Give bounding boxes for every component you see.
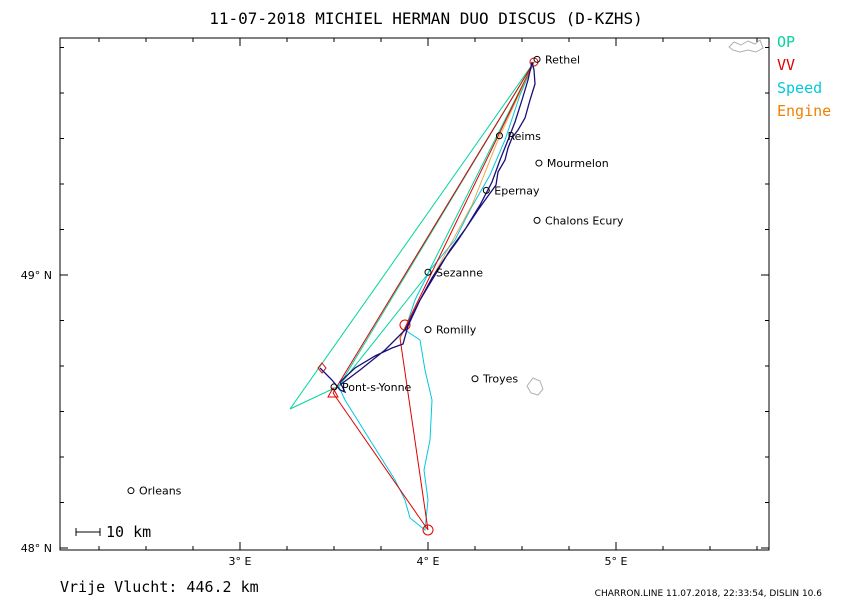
city-label: Reims — [507, 130, 541, 143]
distance-label: Vrije Vlucht: 446.2 km — [60, 578, 259, 596]
legend-item-speed: Speed — [777, 79, 822, 97]
city-marker-icon — [330, 383, 338, 391]
axis-tick-labels: 3° E 4° E 5° E 49° N 48° N — [21, 269, 628, 568]
city-marker-icon — [471, 375, 479, 383]
city-label: Mourmelon — [547, 157, 609, 170]
legend-item-op: OP — [777, 33, 795, 51]
city-romilly: Romilly — [424, 324, 477, 337]
city-reims: Reims — [495, 130, 541, 143]
border-outline — [728, 39, 764, 53]
op-route-line — [289, 61, 535, 410]
city-label: Pont-s-Yonne — [342, 381, 412, 394]
city-mourmelon: Mourmelon — [535, 157, 609, 170]
lake-outline — [526, 377, 544, 396]
y-tick-label: 49° N — [21, 269, 52, 282]
city-label: Romilly — [436, 324, 477, 337]
city-label: Rethel — [545, 53, 580, 66]
flight-track — [319, 61, 536, 394]
city-label: Chalons Ecury — [545, 214, 624, 227]
city-orleans: Orleans — [127, 485, 182, 498]
x-tick-label: 5° E — [605, 555, 628, 568]
city-epernay: Epernay — [482, 184, 540, 197]
city-marker-icon — [482, 186, 490, 194]
city-marker-icon — [535, 159, 543, 167]
x-tick-label: 4° E — [417, 555, 440, 568]
city-troyes: Troyes — [471, 373, 518, 386]
city-marker-icon — [533, 216, 541, 224]
city-marker-icon — [424, 326, 432, 334]
city-pont-s-yonne: Pont-s-Yonne — [330, 381, 412, 394]
plot-frame — [59, 37, 770, 551]
city-marker-icon — [533, 55, 541, 63]
x-tick-label: 3° E — [229, 555, 252, 568]
city-label: Epernay — [494, 184, 540, 197]
legend-item-engine: Engine — [777, 102, 831, 120]
city-label: Sezanne — [436, 266, 483, 279]
legend-item-vv: VV — [777, 56, 795, 74]
city-marker-icon — [495, 132, 503, 140]
city-label: Troyes — [482, 373, 518, 386]
turnpoint-south — [422, 524, 434, 536]
city-sezanne: Sezanne — [424, 266, 483, 279]
city-label: Orleans — [139, 485, 182, 498]
finish-diamond — [317, 362, 327, 374]
scale-bar: 10 km — [75, 523, 151, 541]
city-marker-icon — [127, 487, 135, 495]
start-triangle — [327, 386, 339, 398]
city-markers: Rethel Reims Mourmelon Epernay Chalons Ecury… — [127, 53, 624, 498]
city-rethel: Rethel — [533, 53, 580, 66]
y-tick-label: 48° N — [21, 542, 52, 555]
legend: OP VV Speed Engine — [777, 33, 831, 120]
scale-label: 10 km — [106, 523, 151, 541]
map-title: 11-07-2018 MICHIEL HERMAN DUO DISCUS (D-… — [209, 9, 642, 28]
city-marker-icon — [424, 268, 432, 276]
axis-ticks — [60, 38, 769, 550]
city-chalons-ecury: Chalons Ecury — [533, 214, 624, 227]
program-label: CHARRON.LINE 11.07.2018, 22:33:54, DISLI… — [595, 589, 823, 599]
